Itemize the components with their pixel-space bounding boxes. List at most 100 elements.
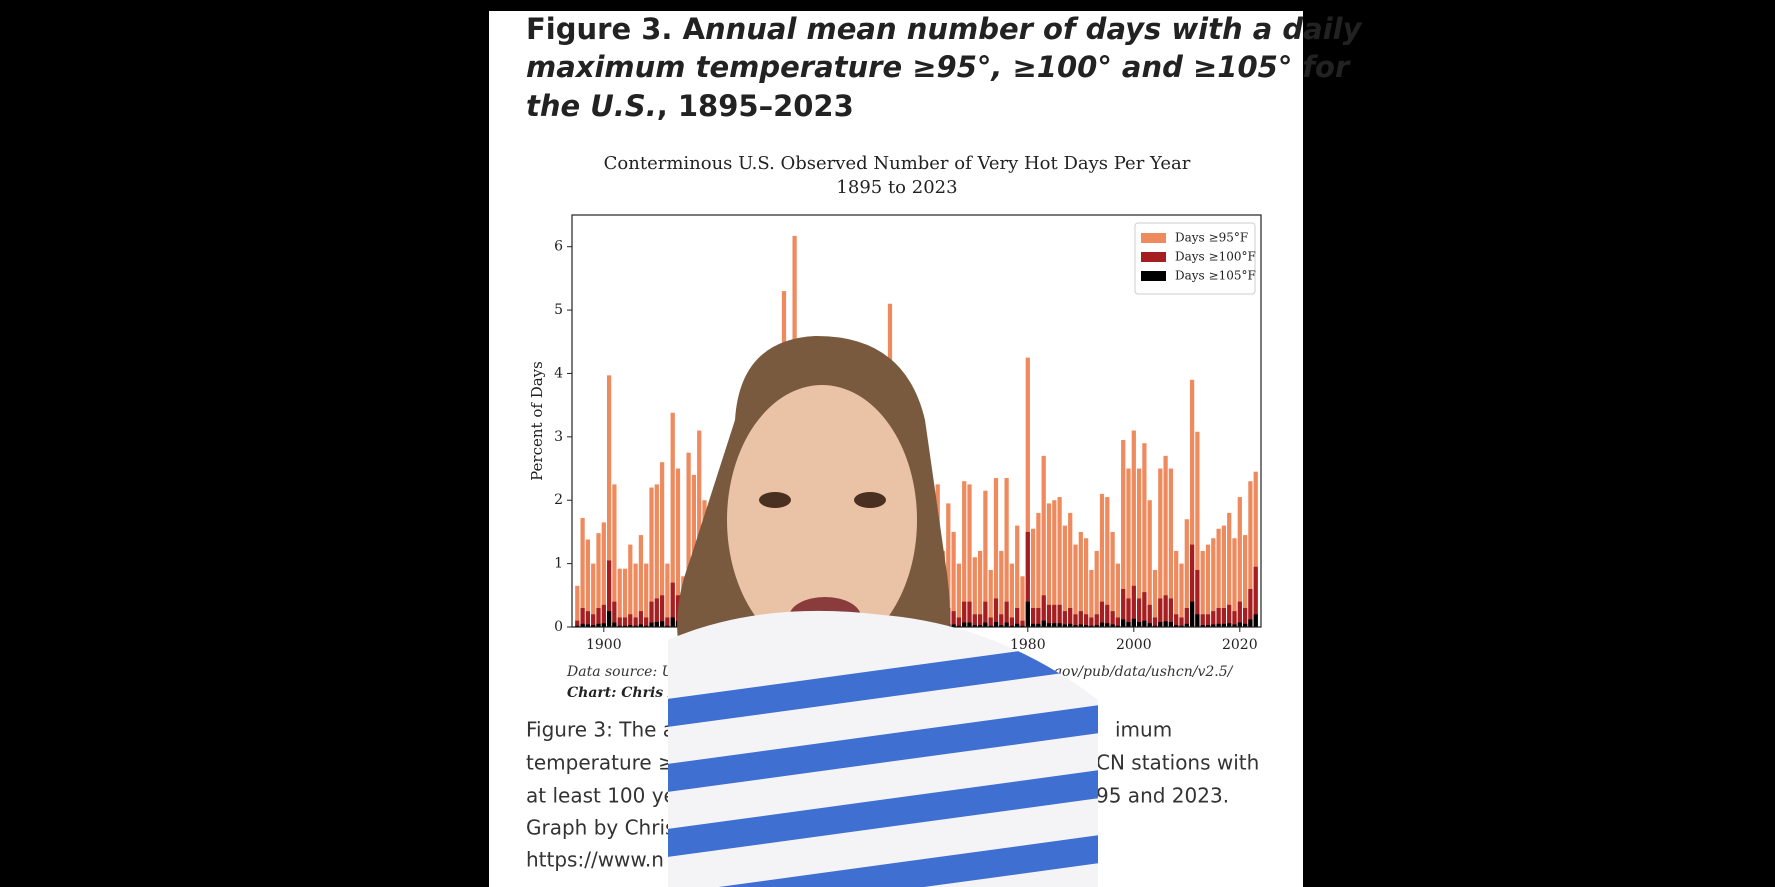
bar (591, 563, 596, 627)
bar (638, 535, 644, 627)
bar (1057, 604, 1062, 627)
bar (1147, 623, 1152, 627)
bar (972, 625, 977, 627)
presenter-overlay (668, 335, 1098, 887)
bar (1221, 525, 1227, 627)
bar (1126, 468, 1131, 627)
bar (1131, 618, 1136, 627)
y-axis-label: Percent of Days (528, 361, 546, 481)
bar (1020, 576, 1025, 627)
bar (1174, 625, 1179, 627)
bar (617, 625, 622, 627)
bar (606, 560, 612, 627)
caption: Figure 3: The a temperature ≥ at least 1… (526, 718, 1259, 872)
bar (1083, 538, 1089, 627)
bar (1121, 619, 1126, 627)
figure-title: maximum temperature ≥95°, ≥100° and ≥105… (526, 50, 1351, 84)
bar (697, 430, 702, 627)
legend-label: Days ≥100°F (1175, 250, 1256, 264)
bar (1004, 622, 1009, 627)
bar (585, 539, 591, 627)
bar (644, 617, 649, 627)
bar (1152, 569, 1158, 627)
bar (633, 563, 638, 627)
bar (1062, 624, 1068, 627)
bar (951, 531, 956, 627)
bar (972, 614, 977, 627)
bar (1147, 500, 1152, 627)
bar (1057, 497, 1062, 627)
bar (1030, 528, 1036, 627)
bar (659, 462, 665, 627)
y-tick-label: 3 (554, 429, 563, 445)
bar (1158, 468, 1163, 627)
bar (585, 611, 591, 627)
bar (617, 568, 622, 627)
bar (1200, 614, 1205, 627)
bar (1184, 519, 1189, 627)
bar (1030, 607, 1036, 627)
bar (1184, 623, 1189, 627)
x-tick-label: 1980 (1010, 637, 1046, 653)
caption-line: 95 and 2023. (1096, 784, 1229, 808)
bar (1253, 614, 1258, 627)
bar (1036, 623, 1041, 627)
bar (1174, 550, 1179, 627)
bar (1073, 625, 1078, 627)
caption-line: temperature ≥ (526, 751, 675, 775)
legend-swatch (1141, 271, 1166, 281)
bar (1020, 625, 1025, 627)
bar (591, 614, 596, 627)
shirt (668, 610, 1098, 887)
y-tick-label: 0 (554, 619, 563, 635)
bar (654, 598, 659, 627)
bar (951, 624, 956, 627)
bar (1030, 623, 1036, 627)
bar (951, 611, 956, 627)
bar (1105, 604, 1110, 627)
title-part: nnual mean number of days with a daily (705, 12, 1363, 46)
bar (1004, 601, 1009, 627)
bar (622, 568, 628, 627)
bar (983, 601, 988, 627)
bar (1216, 607, 1221, 627)
bar (999, 614, 1004, 627)
bar (1015, 607, 1020, 627)
bar (1099, 493, 1105, 627)
bar (596, 533, 601, 627)
bar (1115, 617, 1121, 627)
bar (1009, 563, 1015, 627)
bar (1083, 614, 1089, 627)
bar (612, 622, 617, 627)
bar (1168, 598, 1174, 627)
bar (1216, 528, 1221, 627)
bar (1036, 607, 1041, 627)
bar (1099, 601, 1105, 627)
caption-line: Graph by Chris (526, 816, 675, 840)
bar (1211, 624, 1216, 627)
bar (977, 550, 983, 627)
legend-swatch (1141, 233, 1166, 243)
bar (1052, 623, 1057, 627)
bar (988, 625, 993, 627)
bar (1232, 538, 1237, 627)
bar (1089, 617, 1094, 627)
bar (612, 601, 617, 627)
bar (1242, 535, 1248, 627)
bar (1110, 624, 1115, 627)
bar (1179, 625, 1184, 627)
y-tick-label: 1 (554, 556, 563, 572)
y-tick-label: 4 (554, 365, 563, 381)
bar (1068, 512, 1073, 627)
bar (665, 563, 670, 627)
bar (1200, 625, 1205, 627)
caption-line: at least 100 ye (526, 784, 676, 808)
bar (1136, 468, 1142, 627)
bar (1237, 497, 1242, 627)
bar (622, 625, 628, 627)
bar (1068, 623, 1073, 627)
bar (999, 625, 1004, 627)
bar (1121, 440, 1126, 627)
